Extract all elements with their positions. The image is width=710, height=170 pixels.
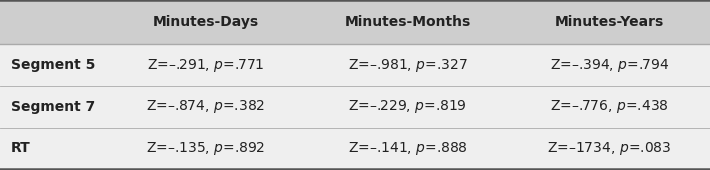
Bar bbox=[105, 86, 307, 128]
Text: Z=–.776, $p$=.438: Z=–.776, $p$=.438 bbox=[550, 98, 669, 115]
Text: Z=–.981, $p$=.327: Z=–.981, $p$=.327 bbox=[348, 56, 467, 73]
Bar bbox=[508, 0, 710, 44]
Bar bbox=[307, 128, 508, 169]
Text: Z=–.874, $p$=.382: Z=–.874, $p$=.382 bbox=[146, 98, 266, 115]
Bar bbox=[105, 44, 307, 86]
Bar bbox=[307, 0, 508, 44]
Bar bbox=[105, 128, 307, 169]
Text: Minutes-Years: Minutes-Years bbox=[555, 15, 664, 29]
Bar bbox=[307, 44, 508, 86]
Text: Segment 5: Segment 5 bbox=[11, 58, 95, 72]
Bar bbox=[508, 44, 710, 86]
Text: Z=–.141, $p$=.888: Z=–.141, $p$=.888 bbox=[348, 140, 467, 157]
Bar bbox=[307, 86, 508, 128]
Bar bbox=[0, 44, 105, 86]
Text: Z=–.229, $p$=.819: Z=–.229, $p$=.819 bbox=[348, 98, 467, 115]
Text: Minutes-Months: Minutes-Months bbox=[344, 15, 471, 29]
Text: Minutes-Days: Minutes-Days bbox=[153, 15, 259, 29]
Text: Z=–.394, $p$=.794: Z=–.394, $p$=.794 bbox=[550, 56, 669, 73]
Text: Z=–.291, $p$=.771: Z=–.291, $p$=.771 bbox=[147, 56, 265, 73]
Bar bbox=[0, 0, 105, 44]
Bar bbox=[0, 86, 105, 128]
Bar bbox=[508, 128, 710, 169]
Bar bbox=[508, 86, 710, 128]
Text: Z=–1734, $p$=.083: Z=–1734, $p$=.083 bbox=[547, 140, 672, 157]
Text: RT: RT bbox=[11, 141, 31, 155]
Text: Segment 7: Segment 7 bbox=[11, 100, 95, 114]
Bar bbox=[105, 0, 307, 44]
Text: Z=–.135, $p$=.892: Z=–.135, $p$=.892 bbox=[146, 140, 266, 157]
Bar bbox=[0, 128, 105, 169]
